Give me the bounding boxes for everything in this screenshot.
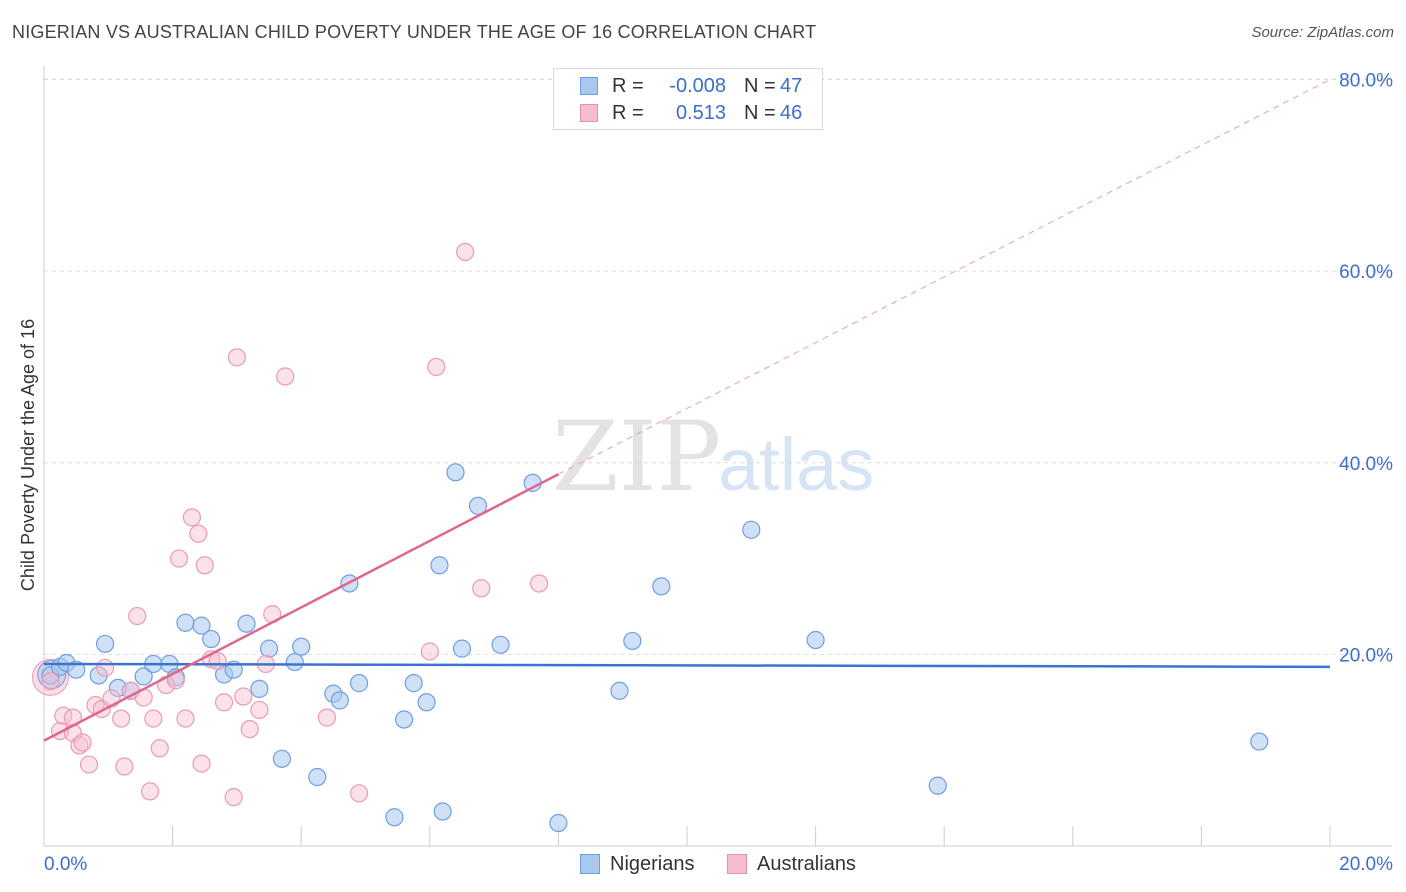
legend-swatch-australians	[580, 104, 598, 122]
australians-point	[456, 242, 475, 262]
legend-r-value: 0.513	[675, 101, 726, 124]
australians-point	[240, 720, 259, 739]
australians-point	[192, 754, 211, 773]
nigerians-trendline	[43, 662, 1331, 669]
nigerians-point	[250, 679, 269, 698]
legend-r-value: -0.008	[669, 74, 726, 97]
watermark-atlas: atlas	[718, 423, 874, 506]
nigerians-point	[468, 496, 488, 515]
australians-point	[224, 788, 243, 807]
australians-point	[234, 687, 253, 706]
australians-point	[227, 348, 246, 367]
nigerians-point	[928, 776, 947, 795]
legend-n-value: 47	[780, 74, 803, 97]
nigerians-point	[308, 767, 327, 787]
nigerians-point	[446, 463, 465, 482]
nigerians-point	[806, 630, 825, 650]
legend-r-label: R =	[612, 101, 644, 124]
legend-row-australians: R = 0.513 N = 46	[580, 101, 802, 125]
nigerians-point	[259, 639, 279, 658]
nigerians-point	[417, 693, 436, 712]
australians-point	[349, 784, 369, 803]
australians-point	[250, 700, 269, 720]
australians-point	[427, 357, 446, 377]
legend-row-nigerians: R = -0.008 N = 47	[580, 74, 802, 98]
series-label-australians: Australians	[757, 852, 856, 875]
nigerians-point	[134, 667, 153, 686]
australians-point	[420, 642, 439, 661]
nigerians-point	[330, 691, 349, 710]
australians-point	[144, 709, 163, 728]
australians-point	[41, 672, 60, 691]
nigerians-point	[202, 629, 221, 649]
nigerians-point	[742, 520, 761, 539]
australians-trendline	[43, 473, 559, 742]
australians-point	[73, 733, 92, 752]
legend-r-label: R =	[612, 74, 644, 97]
nigerians-point	[67, 660, 86, 679]
series-legend-nigerians[interactable]: Nigerians	[580, 851, 694, 877]
series-legend: Nigerians Australians	[0, 851, 1406, 877]
series-swatch-australians	[727, 854, 747, 874]
nigerians-point	[452, 639, 472, 658]
australians-point	[195, 556, 214, 575]
nigerians-point	[394, 710, 414, 729]
series-legend-australians[interactable]: Australians	[727, 851, 856, 877]
series-label-nigerians: Nigerians	[610, 852, 695, 875]
y-tick-label: 40.0%	[1339, 454, 1393, 475]
nigerians-point	[349, 674, 369, 693]
x-tick-label: 20.0%	[1339, 854, 1393, 875]
australians-point	[70, 736, 89, 755]
australians-point	[95, 658, 115, 677]
nigerians-point	[285, 652, 304, 672]
x-tick-label: 0.0%	[44, 854, 87, 875]
australians-point	[530, 574, 549, 593]
nigerians-point	[610, 681, 629, 700]
y-axis-label: Child Poverty Under the Age of 16	[18, 319, 38, 591]
nigerians-point	[623, 631, 642, 651]
australians-point	[214, 693, 234, 712]
legend-n-value: 46	[780, 101, 803, 124]
nigerians-point	[404, 674, 423, 693]
y-tick-label: 60.0%	[1339, 262, 1393, 283]
nigerians-point	[430, 556, 449, 575]
correlation-legend: R = -0.008 N = 47 R = 0.513 N = 46	[553, 68, 823, 130]
nigerians-point	[491, 635, 510, 654]
source-credit: Source: ZipAtlas.com	[1251, 24, 1394, 41]
australians-trendline-extension	[558, 78, 1331, 475]
nigerians-point	[433, 802, 452, 821]
australians-point	[115, 757, 134, 776]
nigerians-point	[237, 614, 256, 633]
nigerians-point	[549, 813, 568, 833]
legend-n-label: N =	[744, 101, 776, 124]
australians-point	[150, 739, 169, 758]
nigerians-point	[176, 613, 195, 632]
australians-point	[140, 782, 160, 801]
y-tick-label: 80.0%	[1339, 71, 1393, 92]
australians-point	[176, 709, 195, 728]
nigerians-point	[652, 577, 671, 596]
nigerians-point	[192, 616, 211, 635]
australians-point	[128, 606, 147, 626]
australians-point	[317, 708, 337, 727]
australians-point	[112, 709, 131, 728]
nigerians-point	[1250, 732, 1269, 751]
watermark-zip: ZIP	[552, 401, 721, 513]
legend-n-label: N =	[744, 74, 776, 97]
nigerians-point	[272, 749, 292, 768]
australians-point	[189, 524, 208, 543]
australians-point	[276, 367, 295, 386]
nigerians-point	[385, 808, 404, 827]
legend-swatch-nigerians	[580, 77, 598, 95]
australians-point	[182, 508, 201, 527]
y-tick-label: 20.0%	[1339, 645, 1393, 666]
nigerians-point	[95, 634, 115, 653]
nigerians-point	[292, 637, 311, 656]
chart-title: NIGERIAN VS AUSTRALIAN CHILD POVERTY UND…	[12, 22, 817, 42]
australians-point	[472, 579, 491, 598]
series-swatch-nigerians	[580, 854, 600, 874]
australians-point	[79, 755, 99, 774]
australians-point	[169, 549, 189, 568]
